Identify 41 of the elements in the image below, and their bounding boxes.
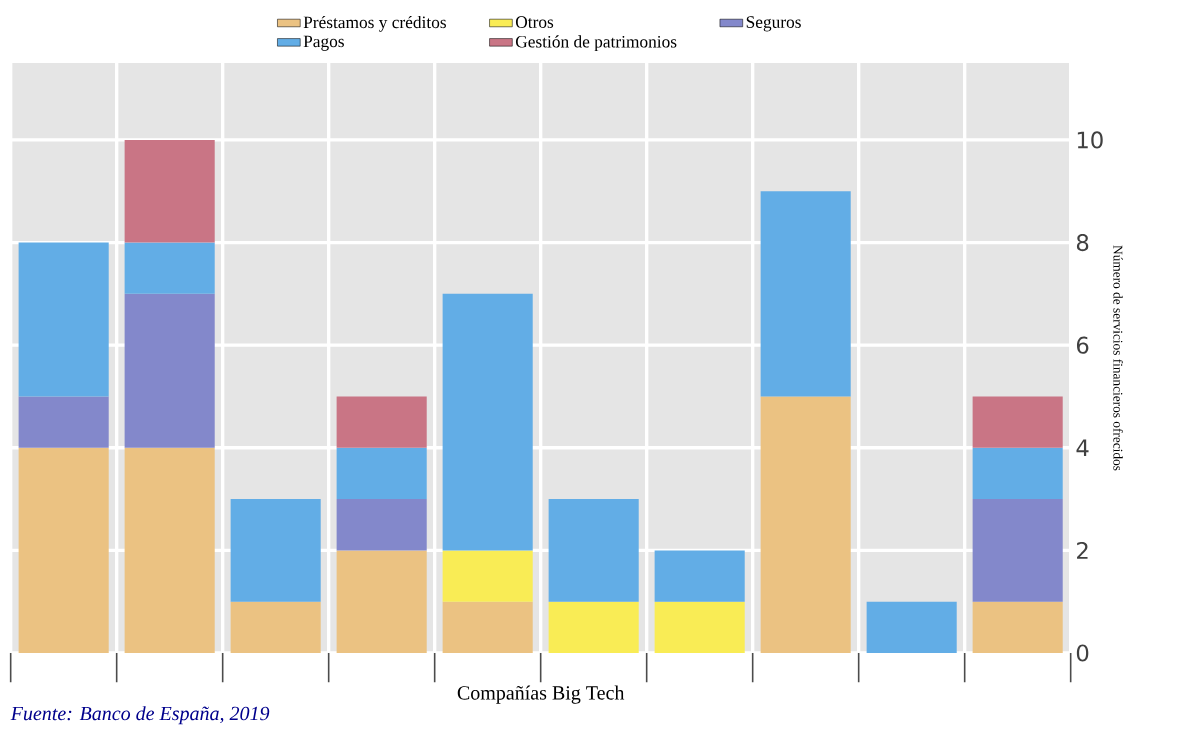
legend-label: Seguros [746, 16, 801, 32]
bar [760, 396, 851, 653]
bar [654, 550, 745, 602]
bar [124, 293, 215, 448]
bar [230, 499, 321, 602]
bar [18, 447, 109, 653]
bar [442, 601, 533, 653]
bar [548, 499, 639, 602]
bar [18, 242, 109, 397]
x-axis-title: Compañías Big Tech [457, 685, 625, 704]
bar [230, 601, 321, 653]
bar [18, 396, 109, 448]
source-note: Fuente: Banco de España, 2019 [10, 706, 270, 725]
bar [336, 499, 427, 551]
bar [972, 499, 1063, 602]
y-tick-label: 8 [1076, 233, 1089, 252]
bar [866, 601, 957, 653]
bar [336, 447, 427, 500]
bar [442, 550, 533, 602]
y-tick-label: 0 [1076, 644, 1089, 662]
legend-label: Gestión de patrimonios [515, 35, 677, 52]
bar [760, 191, 851, 397]
bar [972, 601, 1063, 653]
bar [972, 396, 1063, 448]
bar [124, 447, 215, 653]
bar [336, 550, 427, 653]
y-axis-title: Número de servicios financieros ofrecidos [1113, 245, 1123, 471]
y-tick-label: 10 [1077, 131, 1103, 149]
bar [124, 139, 215, 243]
legend-label: Pagos [303, 35, 344, 51]
y-tick-label: 4 [1076, 439, 1089, 457]
bar [548, 601, 639, 653]
bar [124, 242, 215, 294]
bar [972, 447, 1063, 500]
bar [654, 601, 745, 653]
bar [442, 293, 533, 551]
y-tick-label: 6 [1076, 336, 1089, 354]
legend-label: Otros [515, 16, 554, 28]
legend-label: Préstamos y créditos [303, 15, 446, 32]
y-tick-label: 2 [1077, 541, 1088, 559]
bar [336, 396, 427, 448]
